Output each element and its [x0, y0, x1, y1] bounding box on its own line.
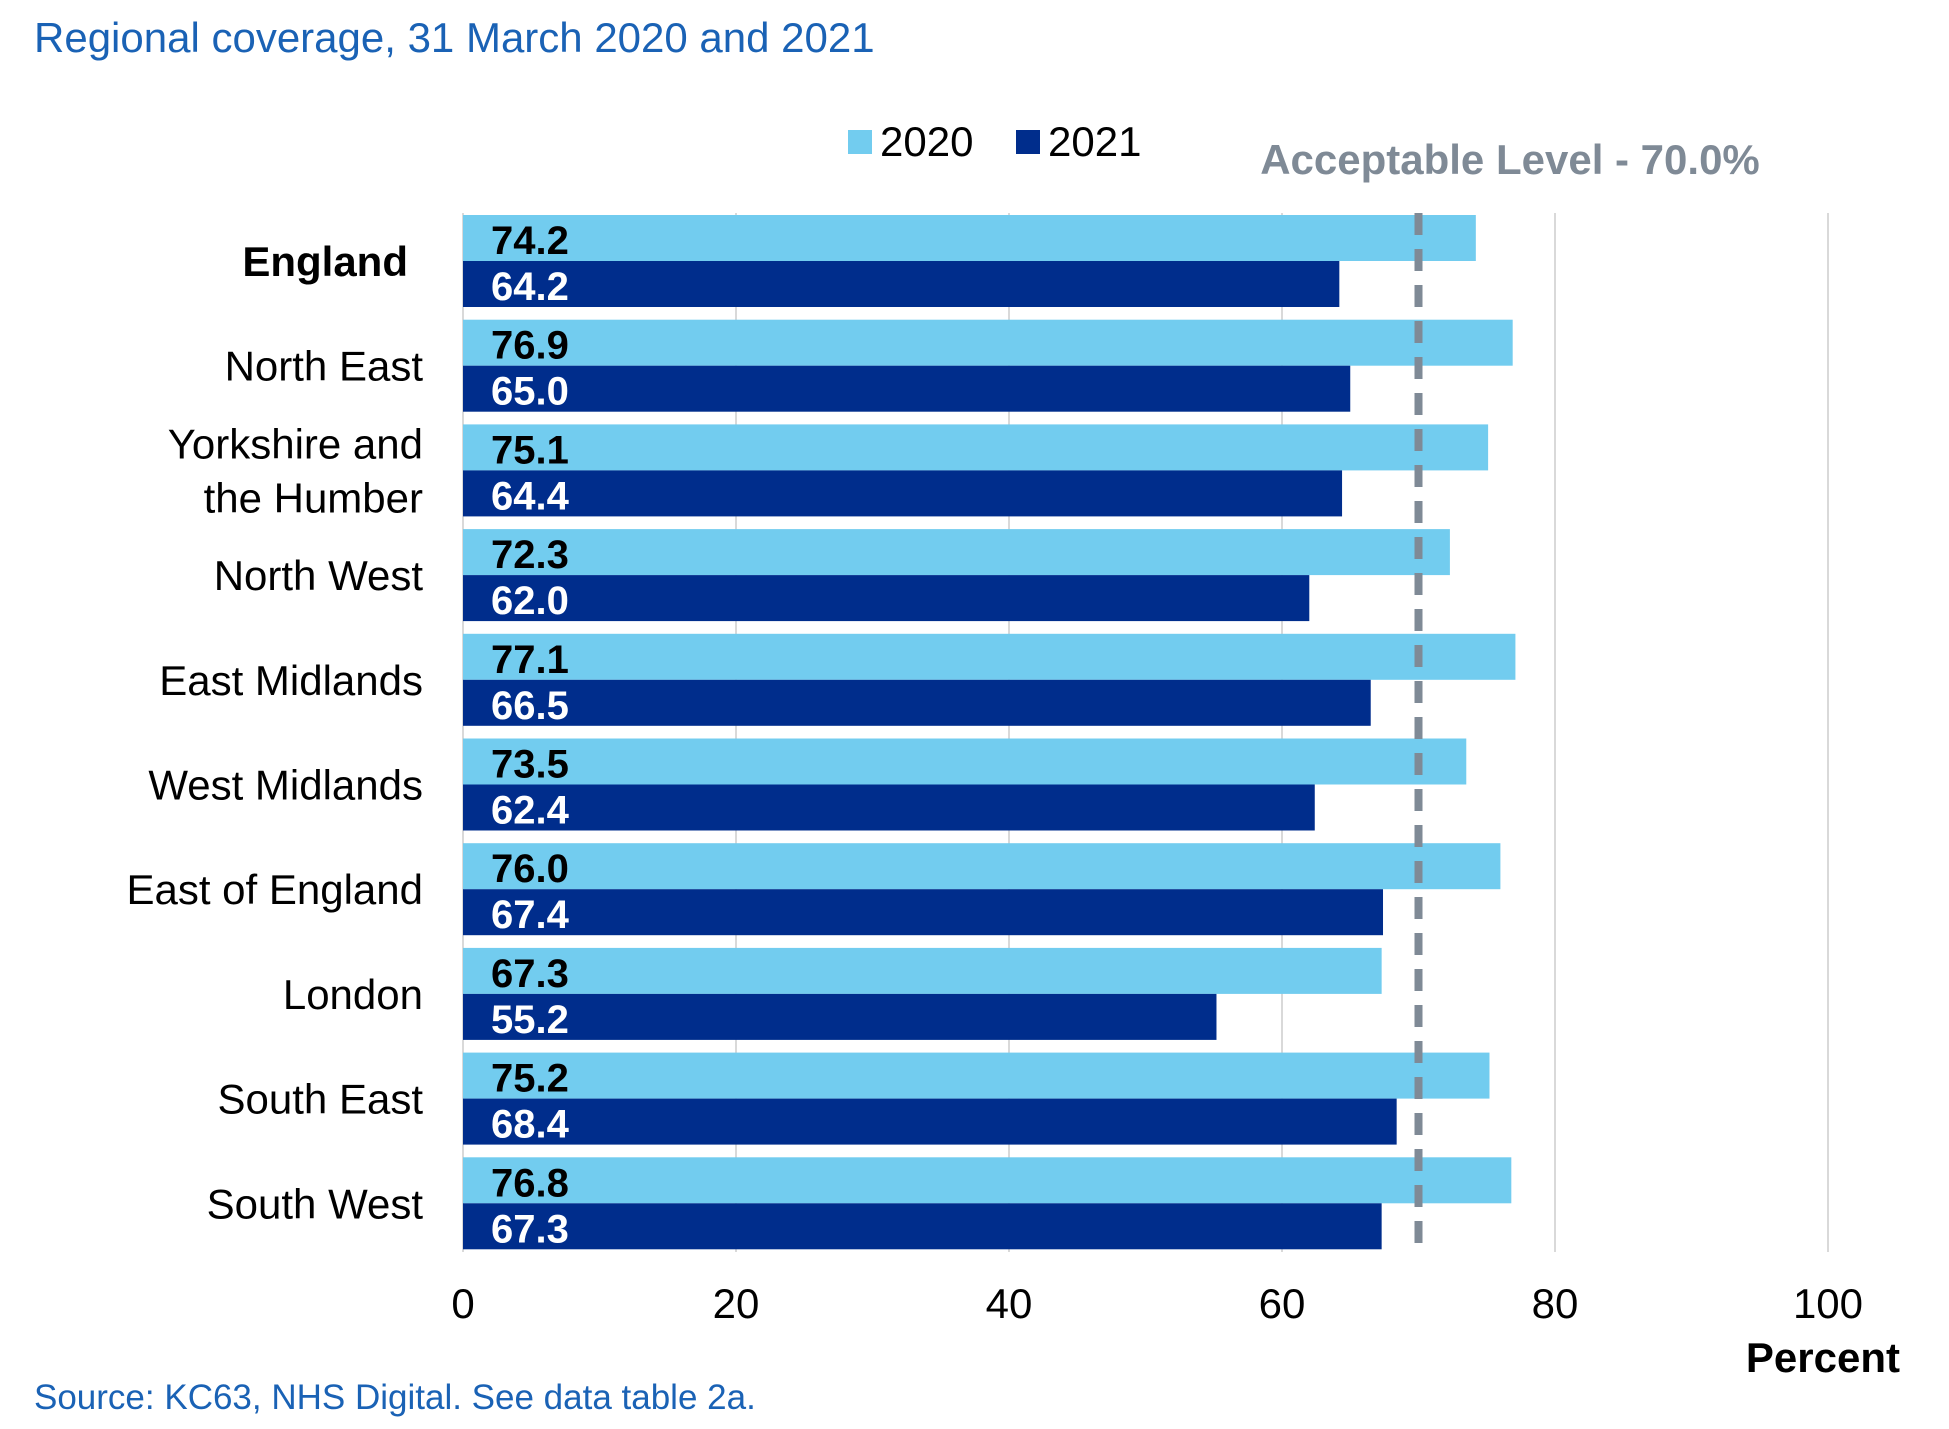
data-label-2020: 76.8: [491, 1161, 569, 1205]
legend-label: 2020: [880, 118, 973, 165]
x-tick-label: 80: [1532, 1280, 1579, 1327]
data-label-2021: 64.4: [491, 474, 570, 518]
x-tick-label: 40: [986, 1280, 1033, 1327]
bar-2020: [463, 319, 1513, 366]
bar-2020: [463, 947, 1382, 994]
category-label: West Midlands: [148, 762, 423, 809]
legend-swatch: [848, 130, 872, 154]
category-label: North East: [225, 343, 424, 390]
category-label: North West: [214, 552, 424, 599]
data-label-2021: 66.5: [491, 684, 569, 728]
category-axis: England North East Yorkshire and the Humber…: [126, 238, 423, 1227]
category-label: East Midlands: [159, 657, 423, 704]
data-label-2021: 55.2: [491, 998, 569, 1042]
bar-2021: [463, 575, 1310, 622]
data-label-2021: 62.4: [491, 789, 570, 833]
bar-2020: [463, 1052, 1490, 1099]
reference-line-label: Acceptable Level - 70.0%: [1260, 136, 1760, 183]
data-label-2020: 76.0: [491, 847, 569, 891]
data-label-2021: 64.2: [491, 265, 569, 309]
bar-2021: [463, 470, 1343, 517]
category-label: South West: [207, 1180, 424, 1227]
data-label-2021: 67.3: [491, 1207, 569, 1251]
bar-2021: [463, 889, 1384, 936]
category-label: the Humber: [204, 474, 423, 521]
category-label: South East: [218, 1076, 424, 1123]
data-label-2020: 76.9: [491, 324, 569, 368]
legend-swatch: [1016, 130, 1040, 154]
category-label: Yorkshire and: [168, 420, 423, 467]
bar-2020: [463, 738, 1467, 785]
data-label-2020: 72.3: [491, 533, 569, 577]
bar-2021: [463, 365, 1351, 412]
reference-line-group: Acceptable Level - 70.0%: [1260, 136, 1760, 1252]
bar-2021: [463, 1203, 1382, 1250]
legend-label: 2021: [1048, 118, 1141, 165]
bar-2021: [463, 679, 1371, 726]
data-label-2020: 75.1: [491, 428, 569, 472]
data-label-2020: 75.2: [491, 1057, 569, 1101]
bar-2021: [463, 1098, 1397, 1145]
x-axis-title: Percent: [1746, 1334, 1900, 1381]
data-label-2021: 68.4: [491, 1103, 570, 1147]
bars: [463, 215, 1516, 1250]
x-tick-label: 0: [451, 1280, 474, 1327]
category-label: London: [283, 971, 423, 1018]
data-label-2021: 67.4: [491, 893, 570, 937]
bar-2021: [463, 993, 1217, 1040]
bar-2020: [463, 215, 1476, 261]
category-label: East of England: [126, 866, 423, 913]
bar-2020: [463, 843, 1501, 890]
bar-2020: [463, 633, 1516, 680]
chart-title: Regional coverage, 31 March 2020 and 202…: [34, 14, 875, 61]
data-label-2020: 67.3: [491, 952, 569, 996]
bar-2020: [463, 1157, 1512, 1204]
legend: 2020 2021: [848, 118, 1141, 165]
x-tick-label: 20: [713, 1280, 760, 1327]
x-tick-label: 100: [1793, 1280, 1863, 1327]
bar-2021: [463, 261, 1340, 307]
data-label-2021: 65.0: [491, 370, 569, 414]
data-label-2021: 62.0: [491, 579, 569, 623]
x-tick-label: 60: [1259, 1280, 1306, 1327]
data-label-2020: 73.5: [491, 743, 569, 787]
source-note: Source: KC63, NHS Digital. See data tabl…: [34, 1378, 756, 1417]
bar-2020: [463, 529, 1450, 576]
data-label-2020: 74.2: [491, 219, 569, 263]
bar-2021: [463, 784, 1315, 831]
bar-2020: [463, 424, 1489, 471]
data-labels: 74.2 76.9 75.1 72.3 77.1 73.5 76.0 67.3 75.2 76.8…: [491, 219, 570, 1251]
data-label-2020: 77.1: [491, 638, 569, 682]
category-label: England: [242, 238, 408, 285]
x-axis-ticks: 0 20 40 60 80 100 Percent: [451, 1280, 1900, 1381]
